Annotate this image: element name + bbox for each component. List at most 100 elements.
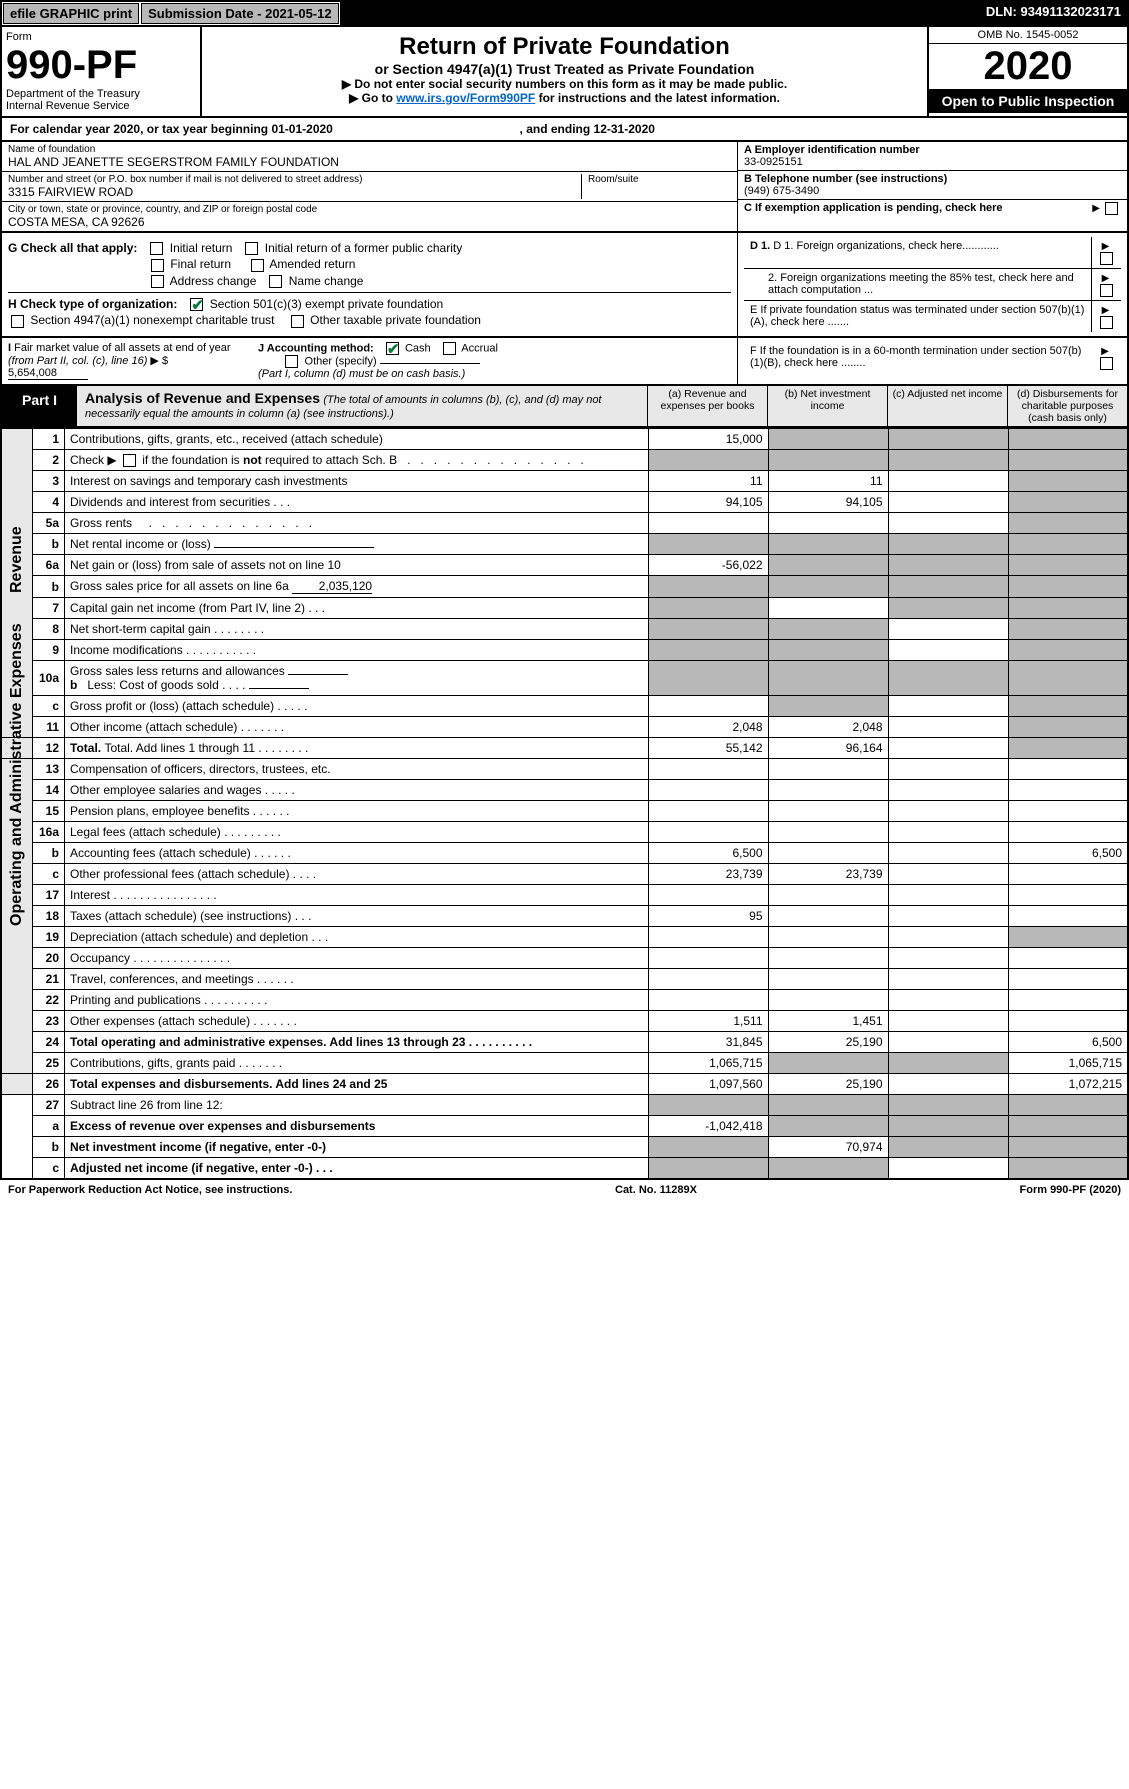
instruction-2: ▶ Go to www.irs.gov/Form990PF for instru… [208, 91, 921, 105]
calendar-year-line: For calendar year 2020, or tax year begi… [0, 118, 1129, 142]
table-row: 9Income modifications . . . . . . . . . … [1, 640, 1128, 661]
g-label: G Check all that apply: [8, 241, 137, 255]
row-label: Contributions, gifts, grants, etc., rece… [65, 429, 649, 450]
city-label: City or town, state or province, country… [8, 204, 731, 215]
name-change-checkbox[interactable] [269, 275, 282, 288]
g-row: G Check all that apply: Initial return I… [8, 241, 731, 255]
table-row: 23Other expenses (attach schedule) . . .… [1, 1011, 1128, 1032]
4947-checkbox[interactable] [11, 315, 24, 328]
header-left: Form 990-PF Department of the Treasury I… [2, 27, 202, 116]
table-row: cGross profit or (loss) (attach schedule… [1, 696, 1128, 717]
table-row: bGross sales price for all assets on lin… [1, 576, 1128, 598]
table-row: 20Occupancy . . . . . . . . . . . . . . … [1, 948, 1128, 969]
page-footer: For Paperwork Reduction Act Notice, see … [0, 1180, 1129, 1200]
form-title: Return of Private Foundation [208, 33, 921, 61]
amt-c [888, 429, 1008, 450]
instr2-pre: ▶ Go to [349, 91, 396, 105]
city-value: COSTA MESA, CA 92626 [8, 215, 731, 229]
g-initial: Initial return [170, 241, 233, 255]
501c3-checkbox[interactable] [190, 298, 203, 311]
amt-d [1008, 429, 1128, 450]
f-checkbox[interactable] [1100, 357, 1113, 370]
d1-text: D 1. Foreign organizations, check here..… [773, 240, 999, 252]
form-subtitle: or Section 4947(a)(1) Trust Treated as P… [208, 61, 921, 77]
h-opt2: Section 4947(a)(1) nonexempt charitable … [30, 313, 274, 327]
open-inspection: Open to Public Inspection [929, 89, 1127, 113]
phone-label: B Telephone number (see instructions) [744, 173, 1121, 185]
exemption-row: C If exemption application is pending, c… [738, 200, 1127, 216]
amended-return-checkbox[interactable] [251, 259, 264, 272]
table-row: 14Other employee salaries and wages . . … [1, 780, 1128, 801]
cash-checkbox[interactable] [386, 342, 399, 355]
h-opt1: Section 501(c)(3) exempt private foundat… [210, 297, 443, 311]
table-row: 15Pension plans, employee benefits . . .… [1, 801, 1128, 822]
street-value: 3315 FAIRVIEW ROAD [8, 185, 581, 199]
table-row: 5aGross rents . . . . . . . . . . . . . [1, 513, 1128, 534]
other-checkbox[interactable] [285, 355, 298, 368]
table-row: 25Contributions, gifts, grants paid . . … [1, 1053, 1128, 1074]
table-row: 16aLegal fees (attach schedule) . . . . … [1, 822, 1128, 843]
year-end: 12-31-2020 [594, 122, 655, 136]
initial-return-checkbox[interactable] [150, 242, 163, 255]
j-note: (Part I, column (d) must be on cash basi… [258, 368, 465, 380]
table-row: Operating and Administrative Expenses 13… [1, 759, 1128, 780]
h-label: H Check type of organization: [8, 297, 177, 311]
initial-former-checkbox[interactable] [245, 242, 258, 255]
table-row: bNet investment income (if negative, ent… [1, 1137, 1128, 1158]
e-checkbox[interactable] [1100, 316, 1113, 329]
table-row: 7Capital gain net income (from Part IV, … [1, 598, 1128, 619]
ij-section: I Fair market value of all assets at end… [0, 338, 1129, 386]
entity-info: Name of foundation HAL AND JEANETTE SEGE… [0, 142, 1129, 233]
table-row: cAdjusted net income (if negative, enter… [1, 1158, 1128, 1180]
form-number: 990-PF [6, 43, 196, 88]
dept-treasury: Department of the Treasury [6, 88, 196, 100]
table-row: cOther professional fees (attach schedul… [1, 864, 1128, 885]
tax-year: 2020 [929, 44, 1127, 89]
table-row: 19Depreciation (attach schedule) and dep… [1, 927, 1128, 948]
f-text: F If the foundation is in a 60-month ter… [744, 342, 1091, 373]
footer-right: Form 990-PF (2020) [1020, 1184, 1122, 1196]
ein-value: 33-0925151 [744, 156, 1121, 168]
part1-label: Part I [2, 386, 77, 426]
col-b-head: (b) Net investment income [767, 386, 887, 426]
final-return-checkbox[interactable] [151, 259, 164, 272]
address-change-checkbox[interactable] [151, 275, 164, 288]
exemption-label: C If exemption application is pending, c… [744, 202, 1003, 214]
info-left: Name of foundation HAL AND JEANETTE SEGE… [2, 142, 737, 231]
form-word: Form [6, 31, 196, 43]
col-d-head: (d) Disbursements for charitable purpose… [1007, 386, 1127, 426]
g-address: Address change [170, 274, 257, 288]
table-row: 18Taxes (attach schedule) (see instructi… [1, 906, 1128, 927]
other-taxable-checkbox[interactable] [291, 315, 304, 328]
part1-table: Revenue 1 Contributions, gifts, grants, … [0, 428, 1129, 1180]
form-link[interactable]: www.irs.gov/Form990PF [396, 91, 535, 105]
part1-header: Part I Analysis of Revenue and Expenses … [0, 386, 1129, 428]
expenses-sidebar: Operating and Administrative Expenses [1, 759, 33, 1074]
yearline-mid: , and ending [520, 122, 594, 136]
sch-b-checkbox[interactable] [123, 454, 136, 467]
accrual-checkbox[interactable] [443, 342, 456, 355]
submission-date-button[interactable]: Submission Date - 2021-05-12 [141, 3, 339, 24]
footer-mid: Cat. No. 11289X [615, 1184, 697, 1196]
name-label: Name of foundation [8, 144, 731, 155]
table-row: 3Interest on savings and temporary cash … [1, 471, 1128, 492]
d1-checkbox[interactable] [1100, 252, 1113, 265]
col-c-head: (c) Adjusted net income [887, 386, 1007, 426]
exemption-checkbox[interactable] [1105, 202, 1118, 215]
d2-checkbox[interactable] [1100, 284, 1113, 297]
d2-text: 2. Foreign organizations meeting the 85%… [744, 269, 1091, 300]
table-row: Revenue 1 Contributions, gifts, grants, … [1, 429, 1128, 450]
table-row: 27Subtract line 26 from line 12: [1, 1095, 1128, 1116]
g-amended: Amended return [269, 257, 355, 271]
table-row: 22Printing and publications . . . . . . … [1, 990, 1128, 1011]
topbar-fill [340, 2, 980, 25]
table-row: 10aGross sales less returns and allowanc… [1, 661, 1128, 696]
i-value: 5,654,008 [8, 367, 88, 380]
efile-button[interactable]: efile GRAPHIC print [3, 3, 139, 24]
top-bar: efile GRAPHIC print Submission Date - 20… [0, 0, 1129, 27]
ein-row: A Employer identification number 33-0925… [738, 142, 1127, 171]
col-a-head: (a) Revenue and expenses per books [647, 386, 767, 426]
foundation-name: HAL AND JEANETTE SEGERSTROM FAMILY FOUND… [8, 155, 731, 169]
part1-desc: Analysis of Revenue and Expenses (The to… [77, 386, 647, 426]
year-begin: 01-01-2020 [271, 122, 332, 136]
